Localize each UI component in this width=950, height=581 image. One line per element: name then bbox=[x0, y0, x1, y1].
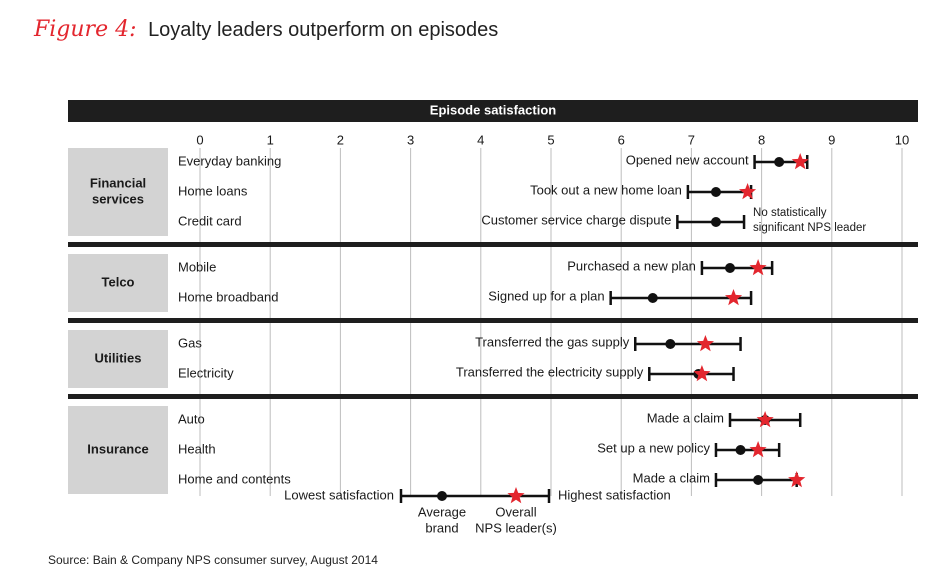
group-box bbox=[68, 330, 168, 388]
legend-average-label: brand bbox=[425, 520, 458, 535]
chart-header: Episode satisfaction bbox=[430, 102, 556, 117]
leader-star bbox=[788, 471, 806, 488]
source-note: Source: Bain & Company NPS consumer surv… bbox=[48, 553, 378, 567]
legend-leader-label: Overall bbox=[495, 504, 536, 519]
no-leader-note: No statistically bbox=[753, 207, 827, 219]
row-category-label: Auto bbox=[178, 411, 205, 426]
leader-star bbox=[693, 365, 711, 382]
average-dot bbox=[753, 475, 764, 485]
legend-average-dot bbox=[437, 491, 447, 501]
x-tick-label: 3 bbox=[407, 132, 414, 147]
leader-star bbox=[756, 411, 774, 428]
average-dot bbox=[774, 157, 785, 167]
group-separator bbox=[68, 394, 918, 399]
group-box bbox=[68, 406, 168, 494]
row-category-label: Home broadband bbox=[178, 289, 278, 304]
episode-label: Made a claim bbox=[633, 470, 710, 485]
average-dot bbox=[735, 445, 746, 455]
row-category-label: Mobile bbox=[178, 259, 216, 274]
row-category-label: Health bbox=[178, 441, 216, 456]
group-separator bbox=[68, 242, 918, 247]
x-tick-label: 6 bbox=[618, 132, 625, 147]
x-tick-label: 7 bbox=[688, 132, 695, 147]
x-tick-label: 8 bbox=[758, 132, 765, 147]
group-box bbox=[68, 254, 168, 312]
group-separator bbox=[68, 318, 918, 323]
x-tick-label: 4 bbox=[477, 132, 484, 147]
episode-label: Set up a new policy bbox=[597, 440, 710, 455]
x-tick-label: 9 bbox=[828, 132, 835, 147]
average-dot bbox=[710, 217, 721, 227]
x-tick-label: 0 bbox=[196, 132, 203, 147]
figure-title-text: Loyalty leaders outperform on episodes bbox=[148, 19, 499, 41]
legend-highest-label: Highest satisfaction bbox=[558, 487, 671, 502]
x-tick-label: 2 bbox=[337, 132, 344, 147]
leader-star bbox=[791, 153, 809, 170]
group-label: Financial bbox=[90, 175, 146, 190]
figure-title: Figure 4: Loyalty leaders outperform on … bbox=[34, 16, 498, 44]
group-label: Insurance bbox=[87, 441, 148, 456]
figure-label: Figure 4: bbox=[34, 17, 137, 42]
episode-label: Made a claim bbox=[647, 410, 724, 425]
row-category-label: Gas bbox=[178, 335, 202, 350]
average-dot bbox=[710, 187, 721, 197]
episode-label: Customer service charge dispute bbox=[481, 212, 671, 227]
legend-leader-label: NPS leader(s) bbox=[475, 520, 557, 535]
row-category-label: Credit card bbox=[178, 213, 242, 228]
leader-star bbox=[696, 335, 714, 352]
row-category-label: Home and contents bbox=[178, 471, 291, 486]
legend-leader-star bbox=[507, 487, 525, 504]
episode-label: Opened new account bbox=[626, 152, 749, 167]
group-label: Utilities bbox=[95, 350, 142, 365]
episode-label: Transferred the electricity supply bbox=[456, 364, 644, 379]
average-dot bbox=[647, 293, 658, 303]
x-tick-label: 1 bbox=[267, 132, 274, 147]
group-box bbox=[68, 148, 168, 236]
leader-star bbox=[749, 259, 767, 276]
episode-label: Purchased a new plan bbox=[567, 258, 696, 273]
average-dot bbox=[725, 263, 736, 273]
legend-lowest-label: Lowest satisfaction bbox=[284, 487, 394, 502]
row-category-label: Electricity bbox=[178, 365, 234, 380]
leader-star bbox=[725, 289, 743, 306]
episode-label: Signed up for a plan bbox=[488, 288, 604, 303]
group-label: Telco bbox=[102, 274, 135, 289]
average-dot bbox=[665, 339, 676, 349]
leader-star bbox=[749, 441, 767, 458]
group-label: services bbox=[92, 191, 144, 206]
no-leader-note: significant NPS leader bbox=[753, 222, 866, 234]
episode-label: Transferred the gas supply bbox=[475, 334, 630, 349]
episode-label: Took out a new home loan bbox=[530, 182, 682, 197]
legend-average-label: Average bbox=[418, 504, 466, 519]
x-tick-label: 10 bbox=[895, 132, 909, 147]
chart-header-bar bbox=[68, 100, 918, 122]
row-category-label: Home loans bbox=[178, 183, 248, 198]
leader-star bbox=[739, 183, 757, 200]
row-category-label: Everyday banking bbox=[178, 153, 281, 168]
x-tick-label: 5 bbox=[547, 132, 554, 147]
